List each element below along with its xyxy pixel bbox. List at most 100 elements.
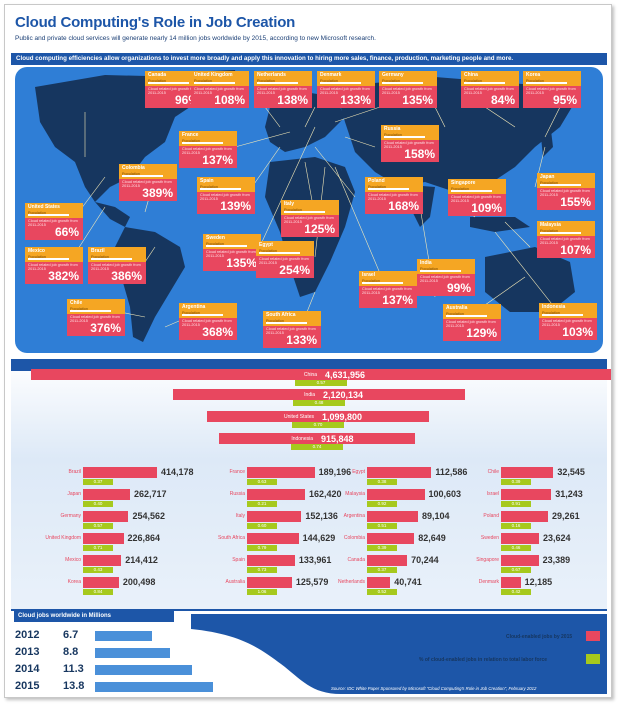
jobs-bar	[501, 555, 539, 566]
map-card-growth-label: Cloud related job growth from 2011-2015	[28, 219, 78, 227]
jobs-value: 100,603	[428, 489, 462, 499]
map-card-body: Cloud related job growth from 2011-2015 1…	[179, 146, 237, 168]
map-card-growth-label: Cloud related job growth from 2011-2015	[259, 257, 309, 265]
map-card-header: Malaysia Population	[537, 221, 595, 236]
map-card-body: Cloud related job growth from 2011-2015 8…	[461, 86, 519, 108]
jobs-value: 133,961	[298, 555, 332, 565]
map-card-growth-value: 386%	[111, 269, 142, 283]
map-card-body: Cloud related job growth from 2011-2015 1…	[359, 286, 417, 308]
year-label: 2015	[15, 680, 40, 692]
jobs-value: 125,579	[295, 577, 329, 587]
map-card-country: Korea	[526, 72, 541, 78]
jobs-value: 1,099,800	[322, 412, 363, 422]
map-card-body: Cloud related job growth from 2011-2015 1…	[254, 86, 312, 108]
jobs-country: Poland	[483, 513, 499, 519]
jobs-country: Indonesia	[291, 436, 313, 442]
map-card-population-bar	[284, 211, 325, 213]
map-card-population-bar	[384, 136, 425, 138]
map-card-growth-label: Cloud related job growth from 2011-2015	[148, 87, 198, 95]
map-card-growth-label: Cloud related job growth from 2011-2015	[540, 237, 590, 245]
map-card-growth-label: Cloud related job growth from 2011-2015	[91, 263, 141, 271]
map-card: Japan Population Cloud related job growth …	[537, 173, 595, 210]
jobs-value: 152,136	[305, 511, 338, 521]
jobs-bar	[367, 511, 418, 522]
map-card-population-bar	[206, 245, 247, 247]
map-card-growth-label: Cloud related job growth from 2011-2015	[451, 195, 501, 203]
year-bar	[95, 665, 192, 675]
map-card-population-bar	[257, 82, 298, 84]
jobs-value: 414,178	[161, 467, 194, 477]
labor-share-bar: 0.21	[247, 501, 277, 507]
map-card: Egypt Population Cloud related job growth …	[256, 241, 314, 278]
map-card-body: Cloud related job growth from 2011-2015 1…	[317, 86, 375, 108]
jobs-bar	[367, 577, 391, 588]
map-card-population-label: Population	[259, 249, 277, 253]
map-card-population-label: Population	[446, 312, 464, 316]
jobs-country: Israel	[486, 491, 499, 497]
jobs-value: 23,389	[542, 555, 571, 565]
map-card-growth-label: Cloud related job growth from 2011-2015	[384, 141, 434, 149]
map-card-header: Sweden Population	[203, 234, 261, 249]
jobs-country: Colombia	[343, 535, 365, 541]
map-card-country: United States	[28, 204, 60, 210]
map-card-growth-value: 109%	[471, 201, 502, 215]
map-card-body: Cloud related job growth from 2011-2015 9…	[417, 274, 475, 296]
map-card-growth-label: Cloud related job growth from 2011-2015	[382, 87, 432, 95]
jobs-bar	[247, 489, 306, 500]
jobs-row-large: Indonesia 915,848 0.74	[219, 433, 415, 451]
year-label: 2012	[15, 629, 40, 641]
yearly-jobs-section: Cloud jobs worldwide in Millions 2012 6.7…	[11, 609, 607, 697]
jobs-country: Italy	[235, 513, 245, 519]
map-card-country: Mexico	[28, 248, 45, 254]
jobs-bar	[83, 511, 129, 522]
jobs-country: India	[304, 392, 315, 398]
jobs-value: 31,243	[555, 489, 583, 499]
map-card-growth-label: Cloud related job growth from 2011-2015	[542, 319, 592, 327]
map-card: Australia Population Cloud related job gro…	[443, 304, 501, 341]
labor-share-bar: 0.43	[83, 567, 113, 573]
map-card: United States Population Cloud related job…	[25, 203, 83, 240]
map-card-header: Singapore Population	[448, 179, 506, 194]
jobs-country: Malaysia	[345, 491, 365, 497]
map-card-header: Italy Population	[281, 200, 339, 215]
jobs-bar	[83, 467, 157, 478]
jobs-value: 200,498	[122, 577, 156, 587]
map-card-header: Poland Population	[365, 177, 423, 192]
map-card: Russia Population Cloud related job growth…	[381, 125, 439, 162]
map-card-country: China	[464, 72, 478, 78]
year-bar	[95, 682, 213, 692]
labor-share-bar: 0.39	[367, 545, 397, 551]
map-card-growth-value: 95%	[552, 93, 577, 107]
bottom-wave	[11, 609, 607, 697]
map-card: Indonesia Population Cloud related job gro…	[539, 303, 597, 340]
map-card-country: Spain	[200, 178, 214, 184]
map-card-growth-value: 376%	[90, 321, 121, 335]
map-card-growth-value: 137%	[382, 293, 413, 307]
map-card-header: Netherlands Population	[254, 71, 312, 86]
jobs-country: Chile	[487, 469, 499, 475]
map-card: Poland Population Cloud related job growth…	[365, 177, 423, 214]
map-card-growth-label: Cloud related job growth from 2011-2015	[526, 87, 576, 95]
jobs-country: United Kingdom	[45, 535, 81, 541]
map-card: South Africa Population Cloud related job …	[263, 311, 321, 348]
labor-share-bar: 0.37	[83, 479, 113, 485]
map-card-population-bar	[542, 314, 583, 316]
map-card-header: Israel Population	[359, 271, 417, 286]
map-card-body: Cloud related job growth from 2011-2015 1…	[539, 318, 597, 340]
jobs-bar: Indonesia 915,848	[219, 433, 415, 444]
map-card-header: United States Population	[25, 203, 83, 218]
map-card-body: Cloud related job growth from 2011-2015 1…	[379, 86, 437, 108]
jobs-value: 89,104	[421, 511, 450, 521]
labor-share-bar: 0.57	[295, 380, 347, 386]
map-card-population-bar	[362, 282, 403, 284]
map-card-population-label: Population	[451, 187, 469, 191]
jobs-bar	[83, 577, 119, 588]
labor-share-bar: 0.63	[247, 479, 277, 485]
map-card-population-label: Population	[542, 311, 560, 315]
map-card-growth-label: Cloud related job growth from 2011-2015	[446, 320, 496, 328]
jobs-bar	[501, 511, 549, 522]
jobs-row-large: United States 1,099,800 0.70	[207, 411, 429, 429]
map-card: Italy Population Cloud related job growth …	[281, 200, 339, 237]
jobs-country: Argentina	[343, 513, 365, 519]
map-card-header: Egypt Population	[256, 241, 314, 256]
